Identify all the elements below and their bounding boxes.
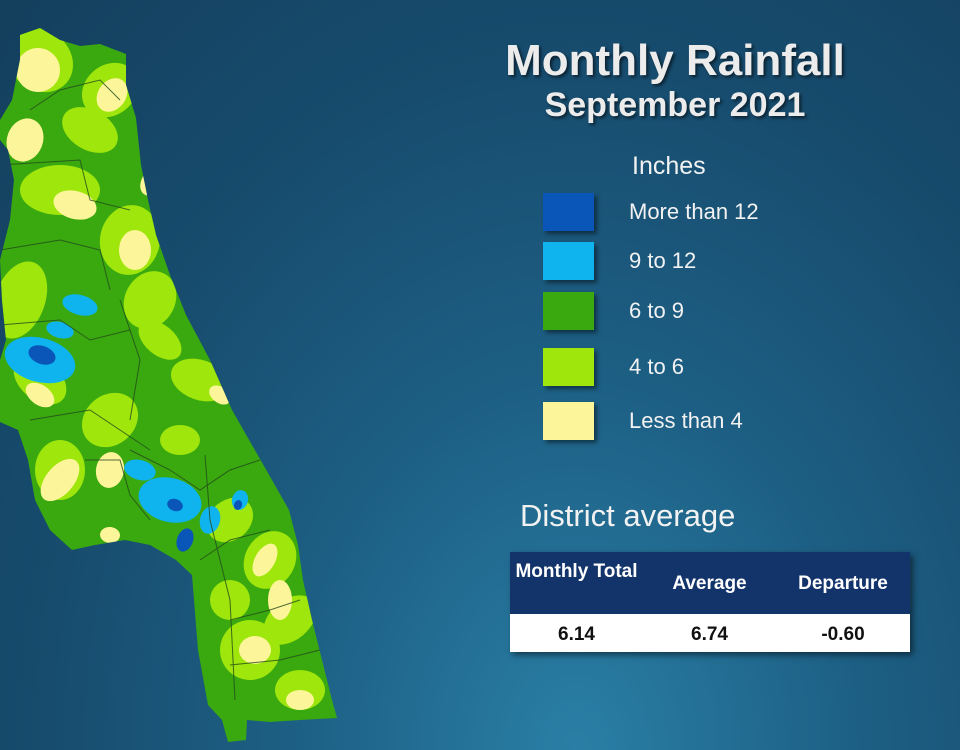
legend-label: Less than 4 <box>629 408 743 433</box>
table-header-row: Monthly Total Average Departure <box>510 552 910 614</box>
map-subtitle: September 2021 <box>544 86 806 124</box>
value-average: 6.74 <box>691 624 728 645</box>
rainfall-patch <box>268 580 292 620</box>
district-average-table: Monthly Total Average Departure 6.14 6.7… <box>510 552 910 652</box>
rainfall-patch <box>176 528 194 552</box>
legend-swatch <box>543 348 594 386</box>
rainfall-patch <box>53 190 97 220</box>
value-monthly-total: 6.14 <box>558 624 595 645</box>
legend-swatch <box>543 292 594 330</box>
rainfall-patch <box>62 294 98 316</box>
rainfall-patch <box>252 543 278 577</box>
rainfall-patch <box>6 118 44 162</box>
legend-label: 9 to 12 <box>629 248 697 273</box>
rainfall-patch <box>25 382 55 408</box>
county-boundaries <box>0 79 321 701</box>
rainfall-patch <box>160 425 200 455</box>
legend-label: 6 to 9 <box>629 298 685 323</box>
column-header-average: Average <box>672 573 747 594</box>
legend-label: 4 to 6 <box>629 354 685 379</box>
rainfall-patch <box>16 48 60 92</box>
rainfall-patch <box>123 271 177 329</box>
rainfall-patch <box>81 392 139 448</box>
rainfall-patches <box>0 28 325 710</box>
rainfall-patch <box>96 78 128 112</box>
rainfall-patch <box>46 321 74 339</box>
rainfall-patch <box>167 498 183 512</box>
rainfall-patch <box>40 458 80 502</box>
legend-title: Inches <box>632 152 706 180</box>
rainfall-patch <box>124 459 156 481</box>
rainfall-map <box>0 28 337 742</box>
legend-swatch <box>543 402 594 440</box>
map-title: Monthly Rainfall <box>505 36 845 85</box>
district-average-heading: District average <box>520 498 736 533</box>
rainfall-patch <box>0 261 48 339</box>
rainfall-patch <box>100 526 120 544</box>
rainfall-patch <box>28 345 56 365</box>
column-header-departure: Departure <box>798 573 888 594</box>
rainfall-patch <box>62 107 118 153</box>
legend-label: More than 12 <box>629 199 759 224</box>
rainfall-patch <box>239 636 271 664</box>
rainfall-patch <box>138 320 182 360</box>
rainfall-patch <box>233 500 243 510</box>
legend-swatch <box>543 242 594 280</box>
rainfall-patch <box>119 230 151 270</box>
table-row: 6.14 6.74 -0.60 <box>510 614 910 652</box>
rainfall-patch <box>95 452 125 488</box>
value-departure: -0.60 <box>821 624 865 645</box>
column-header-monthly-total: Monthly Total <box>515 561 638 582</box>
legend-swatch <box>543 193 594 231</box>
rainfall-patch <box>286 690 314 710</box>
